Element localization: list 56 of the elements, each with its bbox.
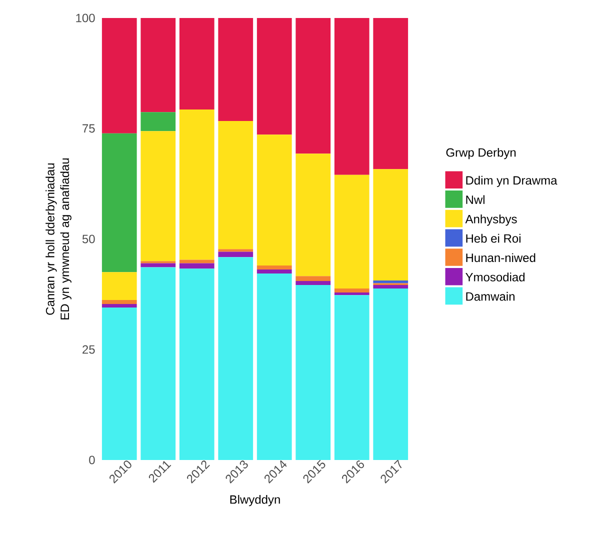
bar	[296, 280, 331, 285]
legend-label: Nwl	[466, 195, 484, 204]
legend-label: Hunan-niwed	[466, 253, 536, 262]
bar	[140, 263, 176, 268]
y-tick-label: 25	[82, 345, 95, 354]
bar	[218, 252, 254, 258]
bar	[102, 308, 137, 460]
bar	[218, 18, 254, 121]
bar	[102, 300, 137, 304]
legend-label: Ymosodiad	[466, 272, 525, 282]
bar	[140, 267, 176, 460]
bar	[218, 120, 254, 250]
bar	[334, 18, 370, 175]
legend-label: Anhysbys	[465, 214, 517, 226]
bar	[373, 18, 408, 170]
bar	[179, 260, 214, 264]
bar	[140, 131, 176, 262]
bar	[373, 288, 408, 460]
bar	[179, 109, 214, 260]
bar	[334, 295, 370, 460]
legend-label: Heb ei Roi	[466, 234, 520, 243]
bar	[140, 18, 176, 112]
y-tick-label: 75	[82, 124, 95, 133]
bar	[373, 169, 408, 281]
bar	[256, 266, 292, 270]
bar	[334, 174, 370, 288]
bar	[218, 257, 254, 460]
legend-title: Grwp Derbyn	[446, 148, 516, 160]
bar	[102, 272, 137, 300]
legend-label: Damwain	[466, 292, 514, 301]
legend-label: Ddim yn Drawma	[466, 176, 558, 188]
bar	[179, 263, 214, 269]
bar	[140, 112, 176, 132]
bar	[102, 18, 137, 134]
bar	[373, 284, 408, 288]
bar	[334, 288, 370, 292]
bar	[296, 18, 331, 154]
bar	[334, 292, 370, 296]
bar	[296, 154, 331, 276]
bar	[256, 269, 292, 274]
y-tick-label: 50	[82, 234, 95, 244]
y-tick-label: 100	[76, 14, 95, 22]
bar	[296, 276, 331, 281]
bar	[102, 304, 137, 308]
x-axis-title: Blwyddyn	[230, 494, 280, 506]
bar	[218, 249, 254, 252]
bar	[256, 134, 292, 266]
bar	[179, 268, 214, 460]
bar	[373, 280, 408, 284]
bar	[179, 18, 214, 110]
bar	[256, 273, 292, 460]
bar	[296, 284, 331, 460]
bar	[102, 133, 137, 272]
y-axis-title: Canran yr holl dderbyniadau ED yn ymwneud ag anafiadau	[46, 158, 72, 320]
y-tick-label: 0	[89, 456, 95, 464]
bar	[256, 18, 292, 135]
